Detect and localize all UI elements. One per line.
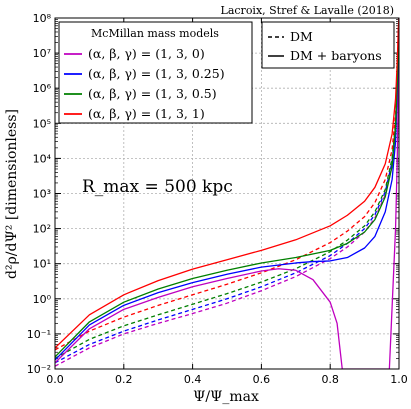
legend-model-label: (α, β, γ) = (1, 3, 1) [88,106,205,121]
curves [55,18,399,369]
y-tick-label: 10⁴ [33,152,52,165]
legend-model-label: (α, β, γ) = (1, 3, 0.5) [88,86,217,101]
y-axis-label: d²ρ/dΨ² [dimensionless] [4,109,20,279]
x-axis-label: Ψ/Ψ_max [193,389,259,405]
y-tick-label: 10³ [33,188,51,201]
legend-models-title: McMillan mass models [91,27,219,40]
y-tick-label: 10¹ [33,258,51,271]
y-tick-label: 10⁸ [33,12,52,25]
y-tick-label: 10⁻² [27,363,51,376]
legend-solid-label: DM + baryons [290,48,382,63]
legend-model-label: (α, β, γ) = (1, 3, 0.25) [88,66,225,81]
y-tick-label: 10⁶ [33,82,52,95]
legend-styles-box [261,21,395,69]
legend-models-box [58,21,253,124]
y-tick-label: 10⁵ [33,117,51,130]
y-tick-label: 10⁷ [33,47,51,60]
series-line-solid-5 [55,18,399,361]
series-line-dashed-0 [55,18,399,367]
series-line-solid-7 [55,18,399,349]
legend-model-label: (α, β, γ) = (1, 3, 0) [88,46,205,61]
legend-models: McMillan mass models (α, β, γ) = (1, 3, … [58,21,253,124]
x-tick-label: 0.0 [46,373,64,386]
corner-note: Lacroix, Stref & Lavalle (2018) [221,4,394,17]
x-tick-label: 0.2 [115,373,133,386]
legend-dashed-label: DM [290,29,313,44]
x-tick-label: 0.4 [184,373,202,386]
series-line-solid-6 [55,18,399,358]
rmax-annotation: R_max = 500 kpc [82,177,233,197]
plot-frame [54,17,400,370]
y-tick-label: 10² [33,223,51,236]
series-line-solid-4 [55,18,399,369]
x-tick-label: 0.6 [253,373,271,386]
x-tick-label: 0.8 [321,373,339,386]
legend-styles: DM DM + baryons [261,21,395,69]
y-tick-label: 10⁰ [33,293,52,306]
y-tick-label: 10⁻¹ [27,328,51,341]
x-tick-label: 1.0 [390,373,408,386]
